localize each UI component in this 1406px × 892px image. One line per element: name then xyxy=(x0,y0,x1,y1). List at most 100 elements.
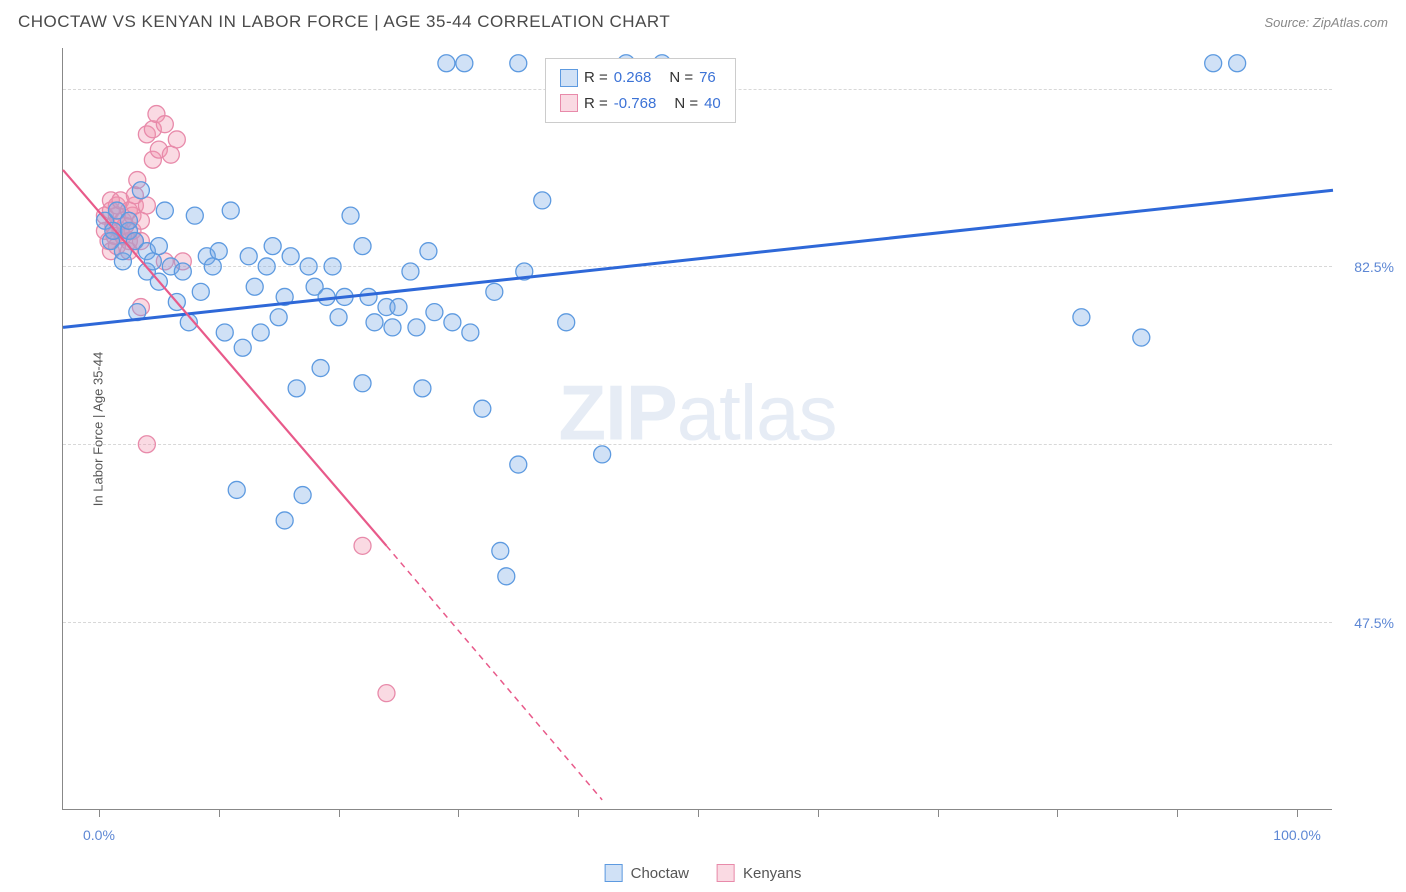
source-attribution: Source: ZipAtlas.com xyxy=(1264,15,1388,30)
legend-swatch xyxy=(560,94,578,112)
choctaw-point xyxy=(324,258,341,275)
x-tick xyxy=(938,809,939,817)
x-tick xyxy=(219,809,220,817)
kenyans-point xyxy=(138,197,155,214)
choctaw-point xyxy=(1073,309,1090,326)
choctaw-point xyxy=(462,324,479,341)
legend-series-label: Choctaw xyxy=(631,865,689,882)
choctaw-point xyxy=(558,314,575,331)
choctaw-point xyxy=(492,542,509,559)
choctaw-point xyxy=(246,278,263,295)
legend-swatch xyxy=(717,864,735,882)
n-label: N = xyxy=(674,91,698,117)
r-label: R = xyxy=(584,91,608,117)
x-tick xyxy=(1057,809,1058,817)
legend-series-label: Kenyans xyxy=(743,865,801,882)
choctaw-point xyxy=(414,380,431,397)
plot-container: In Labor Force | Age 35-44 47.5%82.5% ZI… xyxy=(62,48,1332,810)
choctaw-point xyxy=(402,263,419,280)
x-tick xyxy=(698,809,699,817)
source-name: ZipAtlas.com xyxy=(1313,15,1388,30)
kenyans-point xyxy=(138,436,155,453)
choctaw-point xyxy=(594,446,611,463)
choctaw-point xyxy=(192,283,209,300)
choctaw-point xyxy=(282,248,299,265)
choctaw-point xyxy=(204,258,221,275)
legend-series-item: Kenyans xyxy=(717,864,801,882)
n-value: 40 xyxy=(704,91,721,117)
choctaw-point xyxy=(366,314,383,331)
scatter-svg xyxy=(63,48,1333,810)
choctaw-point xyxy=(420,243,437,260)
choctaw-point xyxy=(354,238,371,255)
choctaw-point xyxy=(1133,329,1150,346)
legend-stats-row: R = -0.768 N = 40 xyxy=(560,91,721,117)
choctaw-point xyxy=(132,182,149,199)
kenyans-point xyxy=(354,537,371,554)
kenyans-trendline xyxy=(63,170,386,546)
legend-stats: R = 0.268 N = 76 R = -0.768 N = 40 xyxy=(545,58,736,123)
x-tick xyxy=(339,809,340,817)
r-value: 0.268 xyxy=(614,65,652,91)
kenyans-point xyxy=(378,685,395,702)
choctaw-point xyxy=(120,212,137,229)
choctaw-point xyxy=(474,400,491,417)
choctaw-point xyxy=(228,481,245,498)
kenyans-point xyxy=(168,131,185,148)
choctaw-point xyxy=(174,263,191,280)
choctaw-point xyxy=(342,207,359,224)
choctaw-point xyxy=(252,324,269,341)
chart-header: CHOCTAW VS KENYAN IN LABOR FORCE | AGE 3… xyxy=(0,0,1406,40)
choctaw-point xyxy=(534,192,551,209)
x-tick xyxy=(99,809,100,817)
n-label: N = xyxy=(669,65,693,91)
choctaw-point xyxy=(444,314,461,331)
y-tick-label: 47.5% xyxy=(1339,615,1394,631)
choctaw-point xyxy=(426,304,443,321)
plot-area: In Labor Force | Age 35-44 47.5%82.5% ZI… xyxy=(62,48,1332,810)
source-prefix: Source: xyxy=(1264,15,1312,30)
choctaw-point xyxy=(354,375,371,392)
x-tick xyxy=(818,809,819,817)
choctaw-point xyxy=(156,202,173,219)
choctaw-point xyxy=(150,238,167,255)
choctaw-point xyxy=(300,258,317,275)
kenyans-trendline-extrapolated xyxy=(386,546,602,800)
choctaw-point xyxy=(294,487,311,504)
r-value: -0.768 xyxy=(614,91,657,117)
x-tick xyxy=(1177,809,1178,817)
choctaw-point xyxy=(1205,55,1222,72)
x-tick-label: 0.0% xyxy=(83,827,115,843)
legend-series: Choctaw Kenyans xyxy=(605,864,802,882)
choctaw-point xyxy=(510,55,527,72)
choctaw-point xyxy=(216,324,233,341)
x-tick xyxy=(1297,809,1298,817)
legend-swatch xyxy=(560,69,578,87)
n-value: 76 xyxy=(699,65,716,91)
choctaw-point xyxy=(330,309,347,326)
y-tick-label: 82.5% xyxy=(1339,259,1394,275)
legend-series-item: Choctaw xyxy=(605,864,689,882)
choctaw-point xyxy=(456,55,473,72)
choctaw-point xyxy=(510,456,527,473)
x-tick-label: 100.0% xyxy=(1273,827,1320,843)
kenyans-point xyxy=(156,116,173,133)
choctaw-point xyxy=(486,283,503,300)
choctaw-point xyxy=(390,299,407,316)
choctaw-point xyxy=(276,512,293,529)
legend-stats-row: R = 0.268 N = 76 xyxy=(560,65,721,91)
chart-title: CHOCTAW VS KENYAN IN LABOR FORCE | AGE 3… xyxy=(18,12,670,32)
choctaw-point xyxy=(270,309,287,326)
choctaw-point xyxy=(186,207,203,224)
choctaw-point xyxy=(258,258,275,275)
choctaw-point xyxy=(222,202,239,219)
choctaw-point xyxy=(1229,55,1246,72)
choctaw-point xyxy=(408,319,425,336)
choctaw-point xyxy=(360,288,377,305)
choctaw-point xyxy=(264,238,281,255)
choctaw-point xyxy=(240,248,257,265)
r-label: R = xyxy=(584,65,608,91)
choctaw-point xyxy=(312,360,329,377)
legend-swatch xyxy=(605,864,623,882)
choctaw-point xyxy=(384,319,401,336)
